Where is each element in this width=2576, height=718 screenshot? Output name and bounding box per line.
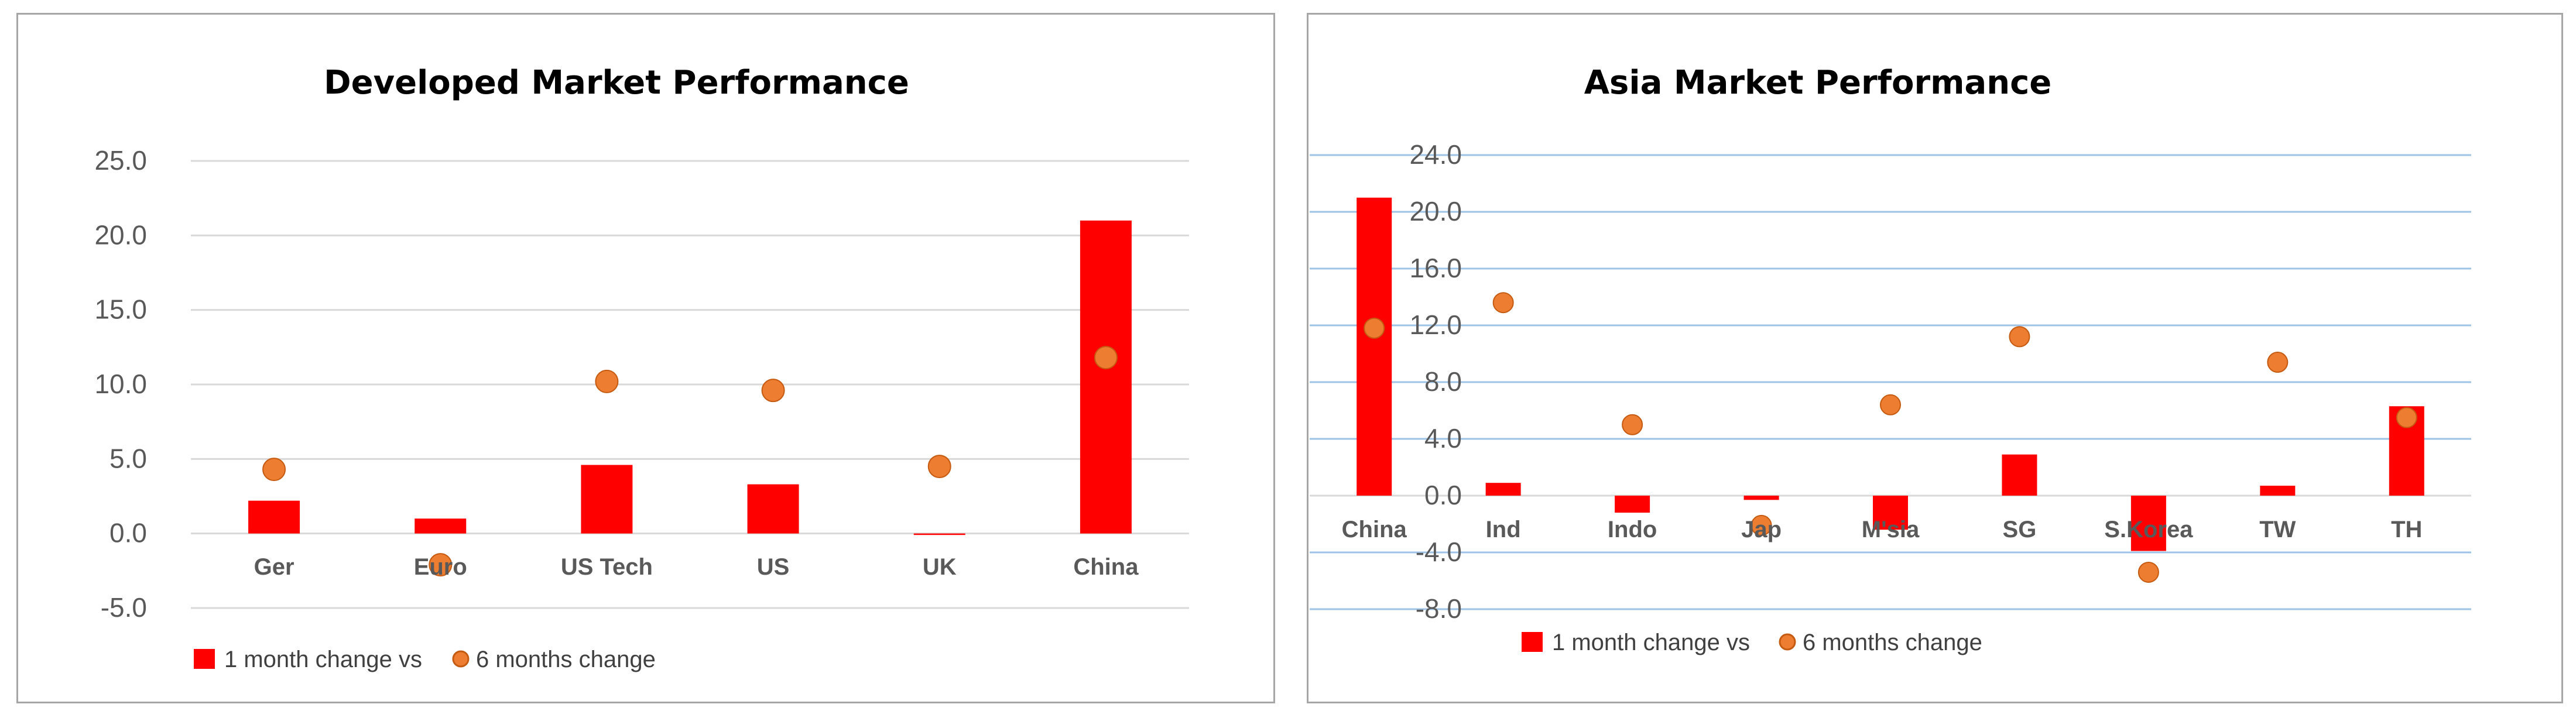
y-tick-label: 0.0 [109, 518, 147, 548]
x-tick-label: China [1342, 517, 1407, 542]
bar-tw [2260, 486, 2296, 496]
dot-s-korea [2137, 561, 2159, 583]
bar-jap [1743, 496, 1779, 500]
y-tick-label: 15.0 [94, 294, 147, 325]
legend-dot-swatch [452, 650, 470, 668]
dot-series [262, 346, 1118, 577]
dot-jap [1751, 514, 1772, 536]
bar-ger [248, 500, 300, 534]
x-axis-ticks: Ger Euro US Tech US UK China [254, 554, 1139, 580]
y-axis-ticks: 24.0 20.0 16.0 12.0 8.0 4.0 0.0 -4.0 -8.0 [1409, 139, 1462, 624]
x-tick-label: Ind [1486, 517, 1521, 542]
legend-bar-label: 1 month change vs [224, 647, 422, 672]
y-tick-label: 10.0 [94, 369, 147, 399]
dot-us-tech [595, 369, 619, 393]
bar-indo [1615, 496, 1650, 513]
dot-china [1364, 317, 1385, 339]
dot-tw [2267, 352, 2289, 373]
dot-m-sia [1880, 394, 1901, 415]
bar-us [747, 484, 799, 534]
dot-china [1094, 346, 1118, 370]
x-axis-ticks: China Ind Indo Jap M'sia SG S.Korea TW TH [1342, 517, 2423, 542]
x-tick-label: Euro [414, 554, 467, 580]
legend-bar-swatch [194, 649, 215, 669]
asia-market-chart-svg: 24.0 20.0 16.0 12.0 8.0 4.0 0.0 -4.0 -8.0 China I… [1310, 64, 2471, 655]
x-tick-label: US Tech [561, 554, 653, 580]
dot-series [1364, 292, 2417, 583]
bar-us-tech [581, 465, 633, 534]
x-tick-label: UK [923, 554, 957, 580]
y-tick-label: -5.0 [101, 592, 147, 623]
y-tick-label: 4.0 [1424, 423, 1462, 454]
bar-m-sia [1873, 496, 1908, 530]
dot-us [761, 379, 785, 403]
gridlines [191, 160, 1189, 609]
y-tick-label: 5.0 [109, 443, 147, 473]
dot-th [2396, 407, 2417, 428]
y-tick-label: 0.0 [1424, 480, 1462, 510]
bar-s-korea [2130, 496, 2166, 551]
bar-china [1080, 220, 1132, 534]
legend: 1 month change vs 6 months change [1522, 630, 1982, 655]
y-tick-label: 24.0 [1409, 139, 1462, 170]
y-tick-label: 12.0 [1409, 310, 1462, 340]
y-tick-label: -8.0 [1416, 593, 1462, 624]
bar-ind [1485, 483, 1521, 496]
legend-bar-label: 1 month change vs [1552, 630, 1750, 655]
y-axis-ticks: 25.0 20.0 15.0 10.0 5.0 0.0 -5.0 [94, 145, 147, 623]
legend-dot-label: 6 months change [1803, 630, 1982, 655]
legend: 1 month change vs 6 months change [194, 647, 656, 672]
asia-market-chart: 24.0 20.0 16.0 12.0 8.0 4.0 0.0 -4.0 -8.0 China I… [1307, 13, 2563, 703]
legend-bar-swatch [1522, 632, 1543, 652]
x-tick-label: Jap [1741, 517, 1782, 542]
x-tick-label: China [1073, 554, 1139, 580]
bar-sg [2002, 454, 2037, 496]
legend-dot-swatch [1779, 633, 1796, 651]
y-tick-label: 8.0 [1424, 366, 1462, 397]
y-tick-label: 20.0 [1409, 196, 1462, 226]
bar-china [1356, 197, 1392, 496]
x-tick-label: S.Korea [2104, 517, 2193, 542]
dot-sg [2009, 326, 2030, 348]
bar-series [1356, 197, 2424, 551]
y-tick-label: 20.0 [94, 219, 147, 250]
bar-uk [913, 533, 965, 535]
developed-market-chart-svg: 25.0 20.0 15.0 10.0 5.0 0.0 -5.0 Ger Euro US Tec… [94, 64, 1189, 672]
dot-euro [429, 553, 453, 577]
bar-euro [415, 518, 467, 534]
x-tick-label: Ger [254, 554, 294, 580]
y-tick-label: 16.0 [1409, 253, 1462, 283]
dot-indo [1622, 414, 1643, 435]
dot-ger [262, 458, 286, 482]
chart-title: Asia Market Performance [1584, 64, 2052, 102]
bar-series [248, 220, 1132, 535]
dot-ind [1492, 292, 1514, 314]
y-tick-label: -4.0 [1416, 537, 1462, 567]
x-tick-label: SG [2003, 517, 2037, 542]
legend-dot-label: 6 months change [476, 647, 656, 672]
x-tick-label: US [757, 554, 790, 580]
x-tick-label: TW [2259, 517, 2296, 542]
x-tick-label: M'sia [1862, 517, 1920, 542]
x-tick-label: TH [2391, 517, 2422, 542]
y-tick-label: 25.0 [94, 145, 147, 176]
developed-market-chart: 25.0 20.0 15.0 10.0 5.0 0.0 -5.0 Ger Euro US Tec… [16, 13, 1275, 703]
chart-title: Developed Market Performance [324, 64, 909, 102]
x-tick-label: Indo [1608, 517, 1657, 542]
dot-uk [927, 455, 951, 479]
